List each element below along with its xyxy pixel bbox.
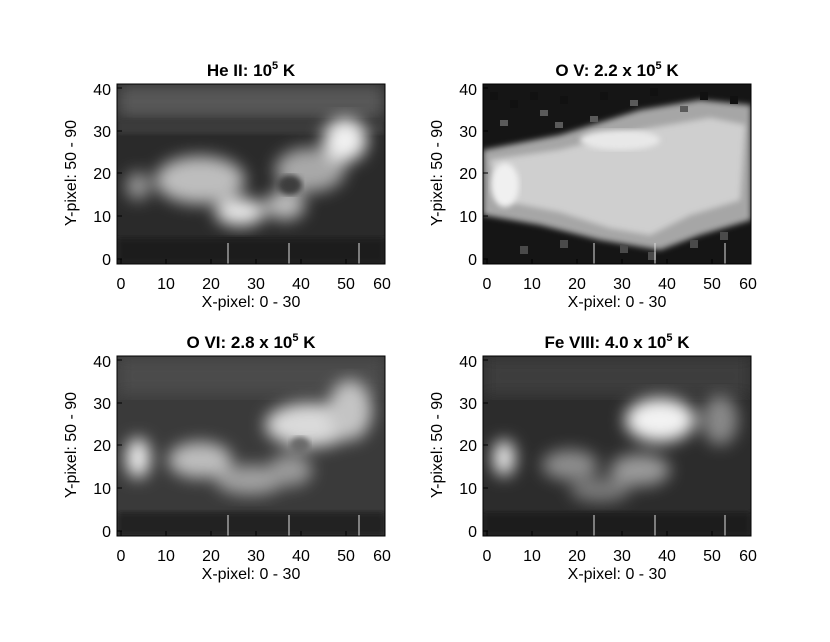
y-tick-label: 40 xyxy=(459,354,477,371)
x-tick-label: 50 xyxy=(337,548,355,565)
x-tick-label: 20 xyxy=(568,548,586,565)
panel-title: Fe VIII: 4.0 x 105 K xyxy=(544,332,690,352)
plot-frame xyxy=(116,355,386,537)
y-tick-label: 0 xyxy=(468,524,477,541)
x-tick-label: 20 xyxy=(202,276,220,293)
y-tick-label: 40 xyxy=(93,354,111,371)
x-tick-label: 0 xyxy=(483,276,492,293)
x-axis-label: X-pixel: 0 - 30 xyxy=(202,566,301,583)
x-tick-label: 20 xyxy=(568,276,586,293)
x-tick-label: 10 xyxy=(157,276,175,293)
intensity-image xyxy=(117,84,385,264)
y-tick-label: 30 xyxy=(93,124,111,141)
y-tick-label: 10 xyxy=(93,481,111,498)
panel-title: O V: 2.2 x 105 K xyxy=(555,60,679,80)
panel-title: O VI: 2.8 x 105 K xyxy=(187,332,317,352)
y-axis-label: Y-pixel: 50 - 90 xyxy=(63,392,80,498)
x-tick-label: 20 xyxy=(202,548,220,565)
x-tick-label: 30 xyxy=(247,548,265,565)
plot-frame xyxy=(116,83,386,265)
x-tick-label: 60 xyxy=(373,276,391,293)
y-tick-label: 40 xyxy=(459,82,477,99)
x-tick-label: 60 xyxy=(373,548,391,565)
y-tick-label: 30 xyxy=(93,396,111,413)
intensity-image xyxy=(117,356,385,536)
y-axis-label: Y-pixel: 50 - 90 xyxy=(429,392,446,498)
plot-frame xyxy=(482,355,752,537)
y-tick-label: 20 xyxy=(93,166,111,183)
x-tick-label: 50 xyxy=(703,276,721,293)
x-tick-label: 0 xyxy=(117,276,126,293)
x-tick-label: 40 xyxy=(658,276,676,293)
x-axis-label: X-pixel: 0 - 30 xyxy=(202,294,301,311)
y-tick-label: 0 xyxy=(102,524,111,541)
y-tick-label: 0 xyxy=(468,252,477,269)
y-tick-label: 10 xyxy=(459,481,477,498)
x-tick-label: 60 xyxy=(739,548,757,565)
x-tick-label: 0 xyxy=(483,548,492,565)
y-tick-label: 10 xyxy=(93,209,111,226)
y-tick-label: 30 xyxy=(459,124,477,141)
x-axis-label: X-pixel: 0 - 30 xyxy=(568,294,667,311)
x-tick-label: 40 xyxy=(658,548,676,565)
x-tick-label: 30 xyxy=(613,548,631,565)
y-axis-label: Y-pixel: 50 - 90 xyxy=(429,120,446,226)
y-tick-label: 20 xyxy=(93,438,111,455)
y-tick-label: 20 xyxy=(459,166,477,183)
x-tick-label: 10 xyxy=(157,548,175,565)
x-tick-label: 50 xyxy=(337,276,355,293)
x-tick-label: 50 xyxy=(703,548,721,565)
x-tick-label: 0 xyxy=(117,548,126,565)
x-tick-label: 40 xyxy=(292,276,310,293)
y-tick-label: 30 xyxy=(459,396,477,413)
y-tick-label: 0 xyxy=(102,252,111,269)
x-tick-label: 40 xyxy=(292,548,310,565)
y-tick-label: 20 xyxy=(459,438,477,455)
intensity-image xyxy=(483,356,751,536)
x-tick-label: 10 xyxy=(523,276,541,293)
plot-frame xyxy=(482,83,752,265)
panel-fe-viii: Fe VIII: 4.0 x 105 K xyxy=(429,332,757,583)
panel-o-vi: O VI: 2.8 x 105 K xyxy=(63,332,391,583)
x-tick-label: 30 xyxy=(247,276,265,293)
panel-o-v: O V: 2.2 x 105 K xyxy=(429,60,757,311)
y-axis-label: Y-pixel: 50 - 90 xyxy=(63,120,80,226)
y-tick-label: 40 xyxy=(93,82,111,99)
x-tick-label: 60 xyxy=(739,276,757,293)
intensity-image xyxy=(483,84,751,264)
y-tick-label: 10 xyxy=(459,209,477,226)
panel-title: He II: 105 K xyxy=(207,60,296,80)
x-tick-label: 10 xyxy=(523,548,541,565)
panel-he-ii: He II: 105 K xyxy=(63,60,391,311)
x-axis-label: X-pixel: 0 - 30 xyxy=(568,566,667,583)
x-tick-label: 30 xyxy=(613,276,631,293)
